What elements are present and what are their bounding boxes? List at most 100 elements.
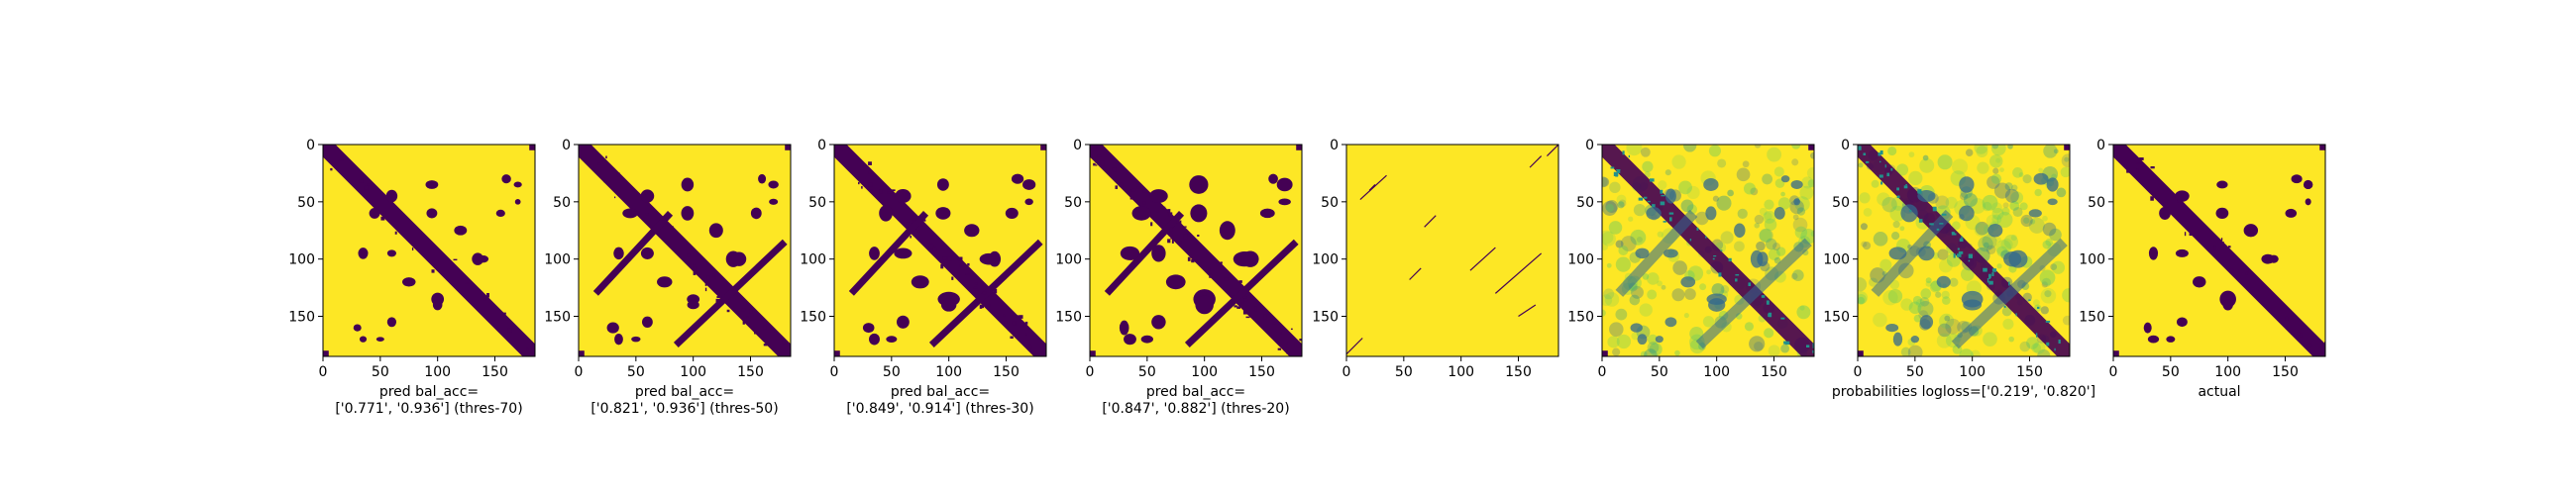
contact-speck: [1941, 213, 1947, 216]
main-diagonal: [323, 145, 535, 356]
contact-speck: [2081, 354, 2083, 358]
probability-cell: [1642, 273, 1650, 280]
y-tick-label: 50: [1064, 195, 1082, 211]
contact-speck: [940, 263, 944, 269]
contact-blob: [1149, 189, 1168, 204]
probability-cell: [1891, 231, 1900, 241]
contact-speck: [1780, 317, 1785, 320]
contact-speck: [671, 226, 674, 230]
contact-speck: [782, 340, 787, 345]
probability-cell: [2029, 219, 2036, 225]
probability-cell: [1689, 327, 1704, 342]
contact-blob: [1900, 204, 1918, 223]
probability-cell: [2028, 217, 2045, 234]
axes-frame: [1345, 144, 1559, 357]
contact-speck: [1783, 341, 1787, 345]
secondary-band: [848, 211, 929, 296]
contact-speck: [2132, 173, 2136, 176]
contact-speck: [1224, 277, 1229, 281]
axes-frame: [1857, 144, 2071, 357]
contact-speck: [947, 256, 952, 261]
contact-speck: [1951, 232, 1955, 234]
contact-blob: [1131, 206, 1151, 221]
contact-speck: [965, 273, 970, 275]
contact-blob: [681, 206, 695, 221]
probability-cell: [1913, 314, 1922, 323]
probability-cell: [1657, 231, 1664, 238]
contact-speck: [1886, 172, 1890, 177]
contact-speck: [770, 329, 775, 333]
contact-speck: [1161, 206, 1166, 209]
probability-cell: [1992, 167, 1999, 174]
probability-cell: [1859, 192, 1871, 204]
y-tick-label: 150: [1823, 310, 1850, 326]
probability-cell: [1922, 154, 1929, 161]
contact-speck: [1167, 239, 1171, 244]
probability-cell: [2061, 153, 2070, 168]
probability-cell: [1647, 289, 1658, 300]
probability-cell: [1939, 258, 1953, 273]
contact-speck: [741, 308, 746, 312]
probability-cell: [1633, 203, 1647, 217]
contact-speck: [1115, 185, 1119, 189]
contact-speck: [1957, 248, 1960, 250]
probability-cell: [1754, 145, 1762, 148]
contact-speck: [633, 211, 639, 214]
probability-cell: [2001, 207, 2010, 216]
contact-blob: [472, 252, 484, 265]
contact-speck: [1277, 347, 1282, 350]
contact-speck: [1628, 154, 1631, 158]
contact-speck: [2220, 238, 2223, 242]
x-tick-label: 50: [1395, 364, 1413, 380]
probability-cell: [1982, 234, 1997, 249]
contact-speck: [465, 282, 470, 284]
probability-cell: [1965, 148, 1974, 156]
corner-contact: [2319, 145, 2325, 150]
x-tick-label: 100: [1959, 364, 1986, 380]
contact-speck: [1929, 223, 1934, 226]
probability-cell: [1608, 221, 1623, 235]
axes-frame: [322, 144, 536, 357]
contact-speck: [1768, 312, 1772, 318]
probability-cell: [1949, 277, 1959, 287]
contact-speck: [763, 344, 768, 346]
probability-cell: [2050, 263, 2058, 270]
x-axis-label: ['0.849', '0.914'] (thres-30): [846, 401, 1033, 417]
heatmap-panel-5: 0 50 100 150 0 50 100 150: [1312, 138, 1559, 380]
y-tick-label: 100: [1055, 252, 1082, 268]
contact-speck: [1197, 234, 1200, 237]
contact-blob: [606, 322, 619, 334]
contact-speck: [1290, 328, 1293, 331]
contact-speck: [910, 235, 912, 239]
probability-cell: [1615, 256, 1632, 272]
probability-cell: [1602, 309, 1606, 317]
contact-speck: [693, 271, 697, 275]
x-tick-label: 100: [1448, 364, 1474, 380]
contact-speck: [1712, 257, 1715, 260]
contact-blob: [708, 223, 723, 239]
heatmap-image: [1858, 145, 2083, 358]
contact-speck: [1880, 181, 1883, 185]
contact-blob: [2222, 299, 2233, 311]
contact-speck: [887, 191, 893, 194]
contact-speck: [1991, 268, 1997, 272]
contact-blob: [894, 248, 912, 259]
y-tick-label: 100: [1312, 252, 1339, 268]
probability-cell: [1631, 285, 1644, 299]
probability-cell: [1629, 294, 1641, 306]
probability-cell: [1995, 237, 2001, 243]
probability-cell: [1945, 196, 1958, 209]
contact-speck: [431, 269, 435, 273]
corner-contact: [2064, 145, 2070, 150]
secondary-band: [1951, 238, 2068, 349]
probability-cell: [1764, 212, 1772, 221]
probability-cell: [1941, 290, 1950, 300]
contact-speck: [1254, 306, 1257, 312]
corner-contact: [2113, 350, 2119, 356]
corner-contact: [1296, 145, 1302, 150]
probability-cell: [1919, 157, 1935, 173]
contact-blob: [1165, 274, 1186, 290]
contact-blob: [385, 189, 398, 203]
contact-speck: [1958, 250, 1964, 254]
y-tick-label: 100: [1567, 252, 1594, 268]
